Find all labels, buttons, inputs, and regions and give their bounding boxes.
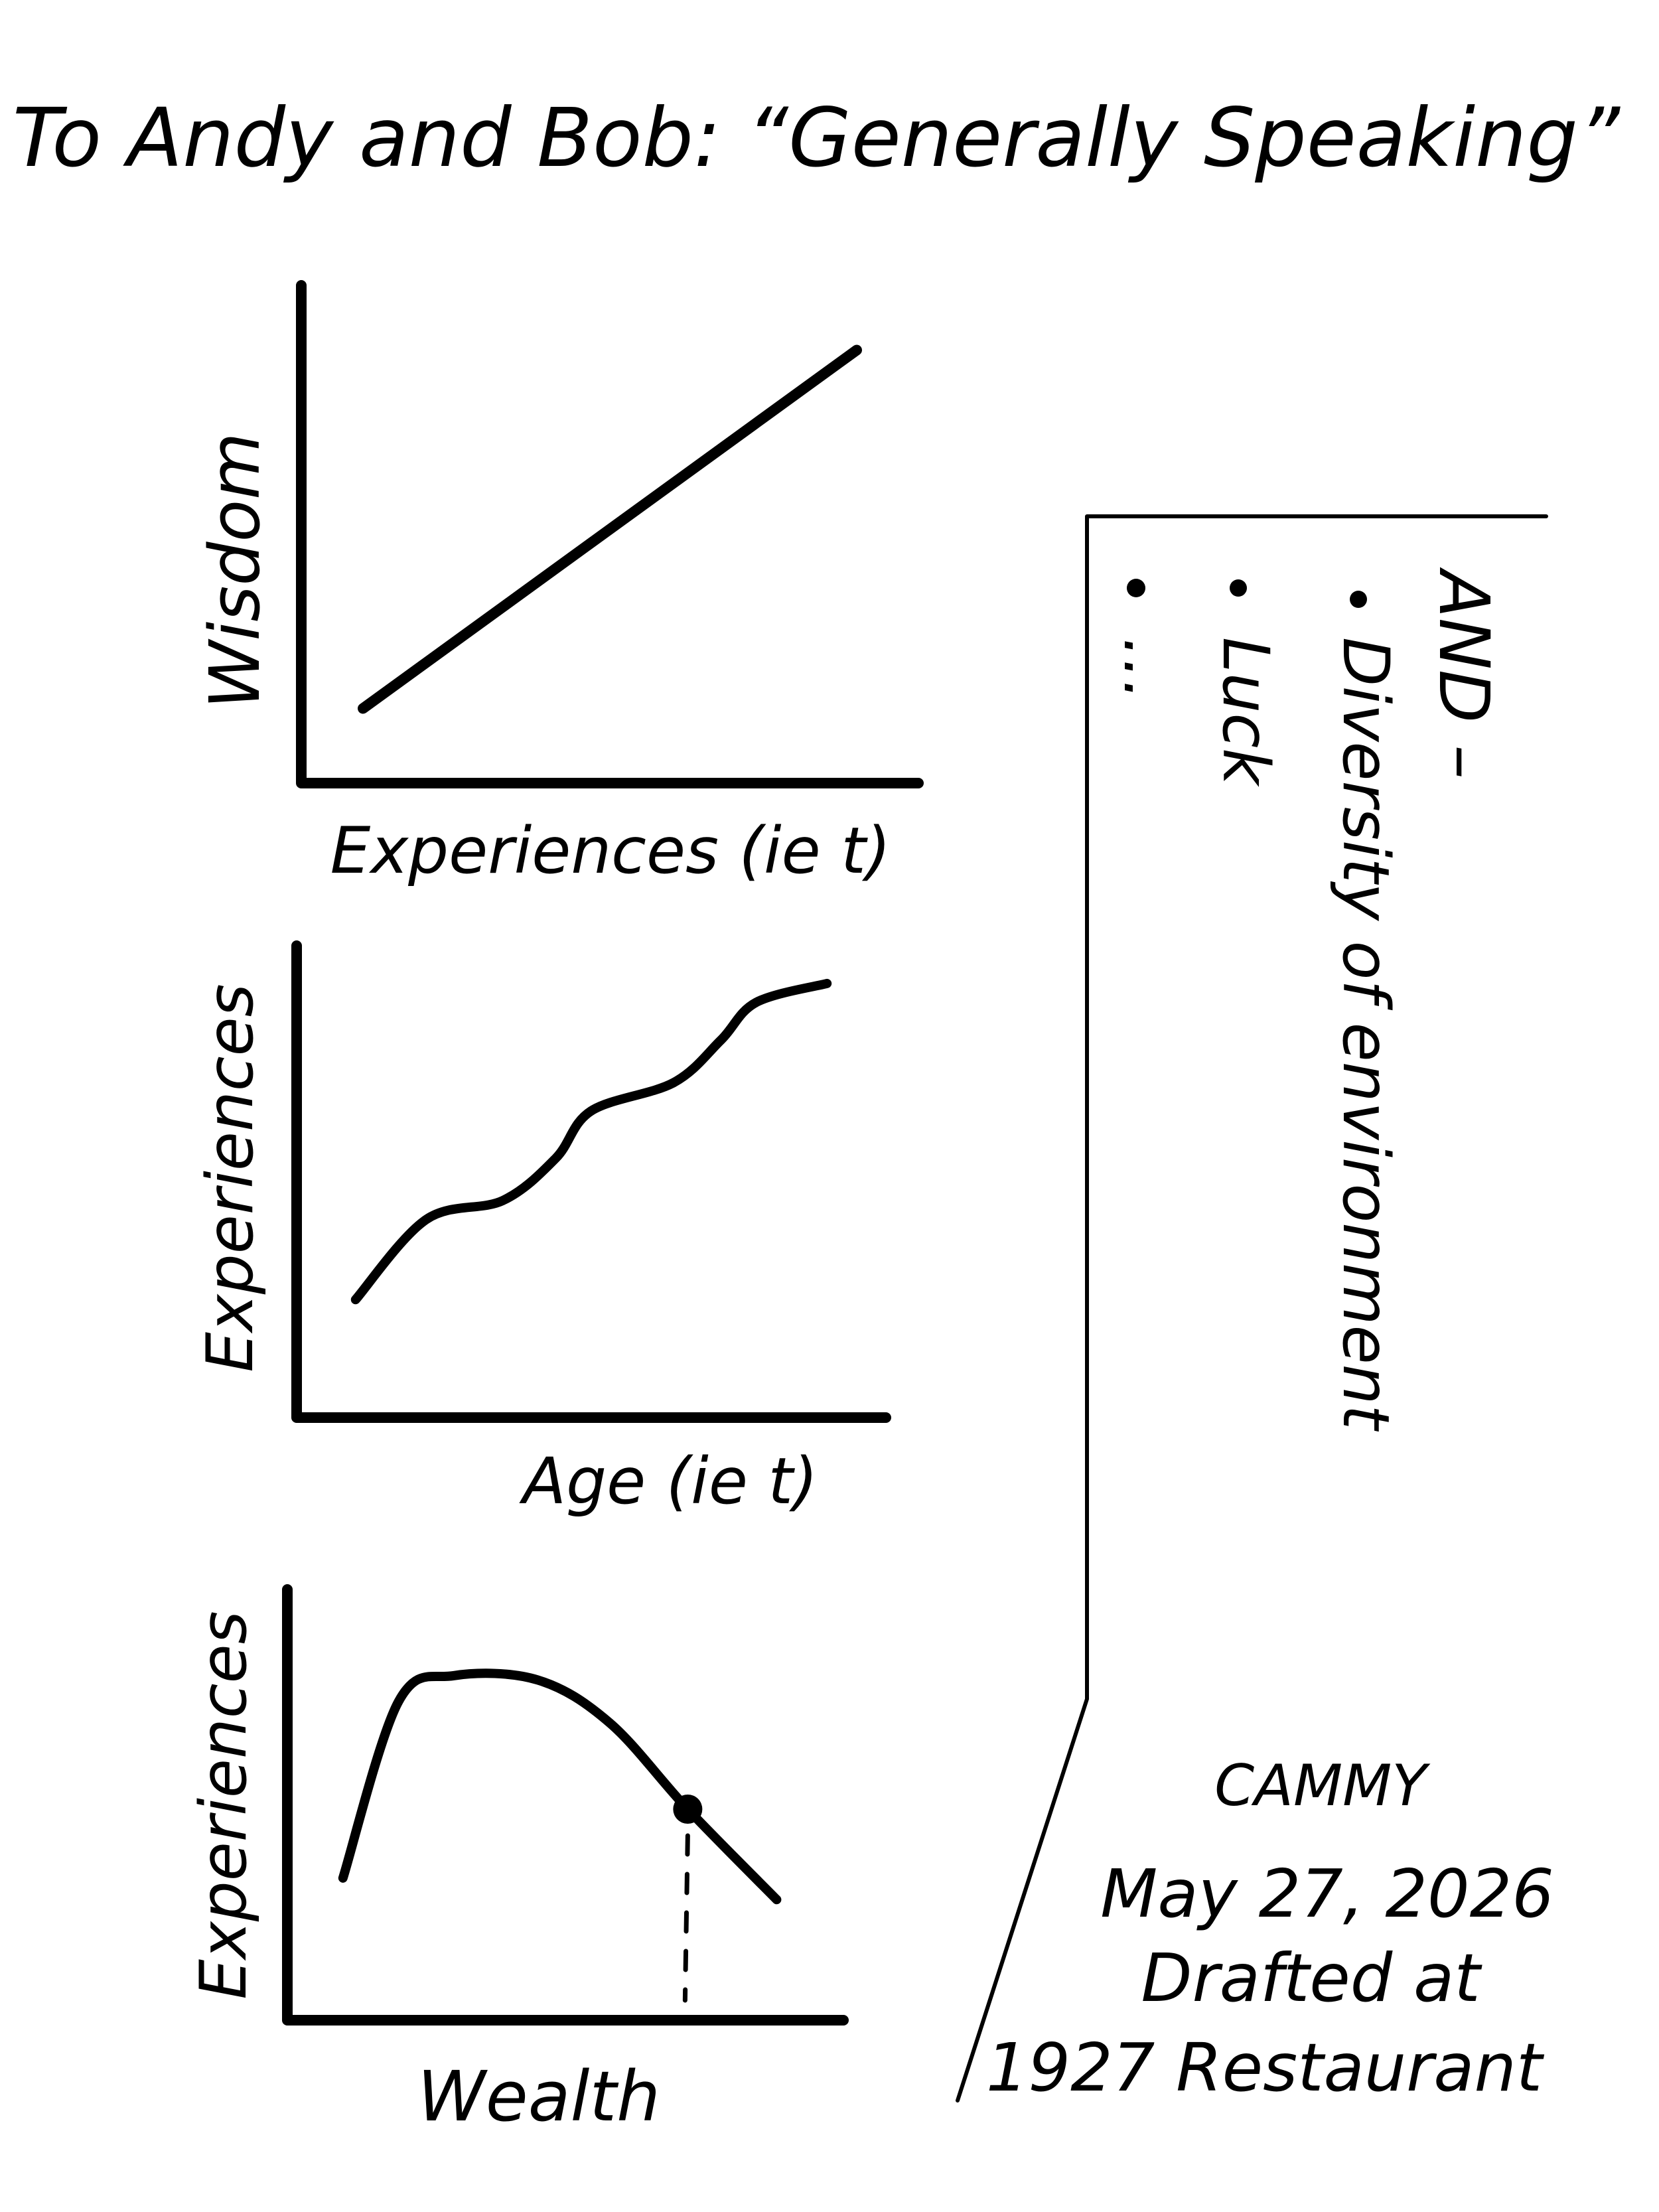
signature-note-line2: 1927 Restaurant xyxy=(986,2029,1545,2106)
page-title: To Andy and Bob: “Generally Speaking” xyxy=(13,91,1621,185)
chart-wisdom-vs-experiences: Experiences (ie t) Wisdom xyxy=(194,280,924,888)
chart-experiences-vs-age: Age (ie t) Experiences xyxy=(193,940,891,1518)
chart1-x-axis-label: Experiences (ie t) xyxy=(330,814,891,888)
sidebar-heading: AND – xyxy=(1423,567,1504,779)
chart3-series-line xyxy=(338,1668,782,1905)
chart3-marker-dot xyxy=(673,1794,703,1824)
chart3-dashed-drop-line xyxy=(682,1833,690,2003)
sidebar-item-luck: Luck xyxy=(1208,637,1283,787)
chart1-series-line xyxy=(358,344,862,714)
chart3-axes xyxy=(282,1584,849,2026)
sidebar-item-ellipsis: … xyxy=(1110,637,1184,701)
signature-block: CAMMY May 27, 2026 Drafted at 1927 Resta… xyxy=(986,1753,1554,2106)
chart2-x-axis-label: Age (ie t) xyxy=(519,1444,818,1518)
bullet-dot xyxy=(1230,579,1247,597)
chart3-x-axis-label: Wealth xyxy=(417,2056,660,2137)
sidebar-panel-outline xyxy=(956,514,1548,2102)
signature-name: CAMMY xyxy=(1214,1753,1431,1819)
chart1-y-axis-label: Wisdom xyxy=(194,433,275,709)
chart1-axes xyxy=(296,280,924,788)
chart3-y-axis-label: Experiences xyxy=(186,1611,261,1999)
sidebar-notes: AND – Diversity of environment Luck … xyxy=(1110,567,1504,1432)
bullet-dot xyxy=(1350,591,1367,608)
chart-experiences-vs-wealth: Wealth Experiences xyxy=(186,1584,849,2137)
chart2-axes xyxy=(291,940,891,1423)
sidebar-item-diversity: Diversity of environment xyxy=(1329,637,1403,1432)
signature-date: May 27, 2026 xyxy=(1100,1855,1554,1933)
bullet-dot xyxy=(1127,579,1145,597)
chart2-y-axis-label: Experiences xyxy=(193,984,267,1372)
signature-note-line1: Drafted at xyxy=(1141,1939,1482,2017)
chart2-series-line xyxy=(350,978,832,1305)
